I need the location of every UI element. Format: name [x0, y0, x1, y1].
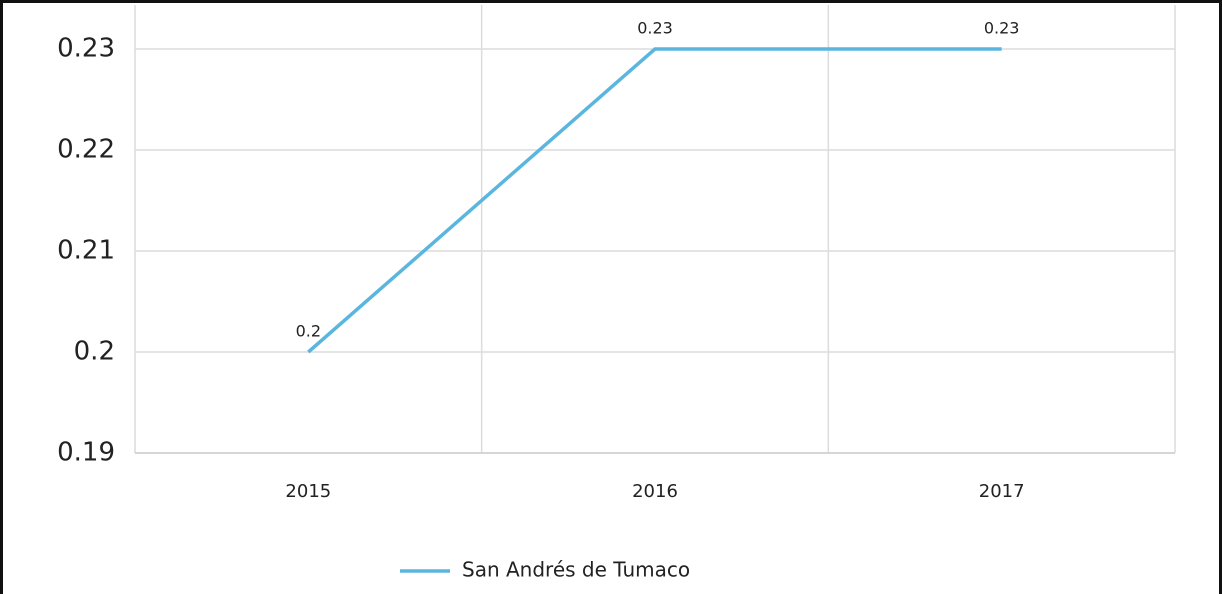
data-label: 0.23 [637, 19, 673, 38]
x-tick-label: 2017 [979, 481, 1025, 502]
y-tick-label: 0.23 [57, 34, 115, 64]
y-tick-label: 0.2 [74, 337, 115, 367]
y-tick-label: 0.21 [57, 236, 115, 266]
x-tick-label: 2016 [632, 481, 678, 502]
x-tick-label: 2015 [285, 481, 331, 502]
y-tick-label: 0.19 [57, 438, 115, 468]
data-label: 0.2 [296, 322, 321, 341]
series-line [307, 47, 1002, 354]
legend-label: San Andrés de Tumaco [462, 558, 690, 582]
data-label: 0.23 [984, 19, 1020, 38]
y-tick-label: 0.22 [57, 135, 115, 165]
